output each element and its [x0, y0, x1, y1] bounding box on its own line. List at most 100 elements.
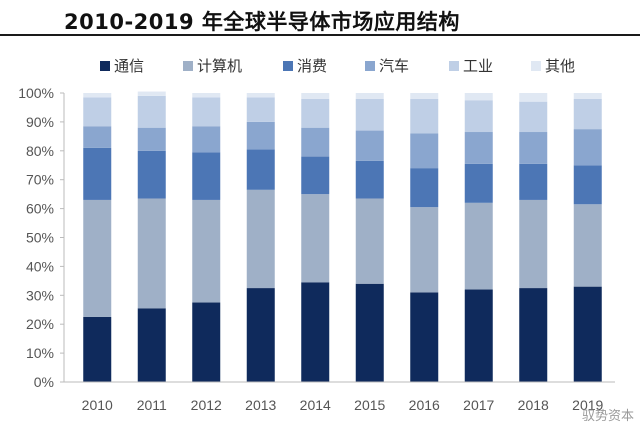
y-axis: 0% 10% 20% 30% 40% 50% 60% 70% 80% 90% 100%	[18, 85, 65, 390]
bar-segment	[246, 97, 275, 122]
legend-label: 汽车	[379, 57, 409, 75]
bar-segment	[246, 121, 275, 150]
bar-segment	[301, 156, 330, 195]
bar-segment	[410, 207, 439, 293]
bar-segment	[355, 98, 384, 131]
bar-segment	[519, 163, 548, 200]
bar-segment	[301, 194, 330, 283]
y-tick-label: 60%	[26, 201, 54, 217]
bar-segment	[355, 160, 384, 199]
bar-segment	[464, 289, 493, 382]
bar-stack	[464, 93, 493, 382]
legend-swatch	[365, 61, 375, 71]
bar-segment	[137, 127, 166, 151]
y-tick-label: 50%	[26, 230, 54, 246]
bar-segment	[246, 288, 275, 382]
y-tick-label: 10%	[26, 345, 54, 361]
bar-segment	[301, 127, 330, 157]
bar-segment	[192, 302, 221, 382]
x-tick-label: 2015	[354, 397, 385, 413]
bar-segment	[410, 133, 439, 169]
bar-segment	[464, 100, 493, 133]
bar-segment	[301, 93, 330, 99]
bar-segment	[137, 91, 166, 96]
bar-stack	[137, 91, 166, 382]
x-tick-label: 2012	[191, 397, 222, 413]
bar-segment	[83, 93, 112, 98]
bar-segment	[355, 130, 384, 161]
legend-swatch	[100, 61, 110, 71]
bar-segment	[83, 126, 112, 148]
bar-segment	[83, 147, 112, 200]
bar-segment	[355, 93, 384, 99]
bar-segment	[246, 189, 275, 289]
legend-swatch	[449, 61, 459, 71]
x-tick-label: 2013	[245, 397, 276, 413]
bar-stack	[573, 93, 602, 382]
legend-swatch	[183, 61, 193, 71]
legend-swatch	[531, 61, 541, 71]
bar-segment	[410, 292, 439, 382]
chart-legend: 通信 计算机 消费 汽车 工业 其他	[100, 57, 575, 75]
legend-label: 消费	[297, 57, 327, 75]
bar-segment	[573, 93, 602, 99]
legend-label: 计算机	[197, 57, 242, 75]
x-tick-label: 2014	[300, 397, 331, 413]
bar-segment	[464, 163, 493, 203]
legend-label: 通信	[114, 57, 144, 75]
bar-stack	[410, 93, 439, 382]
bar-segment	[464, 93, 493, 101]
bar-segment	[301, 98, 330, 128]
x-tick-label: 2011	[137, 397, 167, 413]
watermark-text: 驭势资本	[581, 409, 634, 424]
legend-label: 其他	[545, 57, 575, 75]
bars	[83, 91, 602, 382]
bar-segment	[192, 97, 221, 127]
bar-stack	[246, 93, 275, 382]
bar-segment	[83, 199, 112, 317]
y-tick-label: 100%	[18, 85, 54, 101]
y-tick-label: 30%	[26, 287, 54, 303]
y-tick-label: 20%	[26, 316, 54, 332]
bar-segment	[355, 198, 384, 284]
bar-segment	[519, 132, 548, 164]
bar-segment	[137, 198, 166, 309]
bar-segment	[137, 95, 166, 128]
bar-segment	[464, 202, 493, 290]
legend-swatch	[283, 61, 293, 71]
x-tick-label: 2016	[409, 397, 440, 413]
bar-segment	[246, 149, 275, 190]
title-divider	[0, 34, 640, 36]
bar-stack	[301, 93, 330, 382]
bar-stack	[83, 93, 112, 382]
bar-segment	[519, 93, 548, 102]
x-axis: 2010 2011 2012 2013 2014 2015 2016 2017 2018 2019	[64, 381, 615, 413]
x-tick-label: 2010	[82, 397, 113, 413]
bar-segment	[246, 93, 275, 98]
bar-segment	[519, 199, 548, 289]
bar-segment	[410, 168, 439, 208]
bar-segment	[410, 93, 439, 99]
y-tick-label: 70%	[26, 172, 54, 188]
bar-segment	[192, 199, 221, 303]
bar-segment	[83, 97, 112, 127]
y-tick-label: 90%	[26, 114, 54, 130]
bar-stack	[519, 93, 548, 382]
bar-segment	[83, 316, 112, 382]
bar-segment	[573, 204, 602, 287]
bar-segment	[573, 98, 602, 130]
x-tick-label: 2017	[463, 397, 494, 413]
chart-title: 2010-2019 年全球半导体市场应用结构	[64, 10, 460, 34]
legend-label: 工业	[463, 57, 493, 75]
bar-segment	[301, 282, 330, 382]
bar-segment	[137, 150, 166, 199]
bar-segment	[410, 98, 439, 134]
x-tick-label: 2019	[572, 397, 603, 413]
bar-stack	[355, 93, 384, 382]
bar-segment	[355, 283, 384, 382]
x-tick-label: 2018	[518, 397, 549, 413]
bar-segment	[573, 286, 602, 382]
y-tick-label: 40%	[26, 258, 54, 274]
bar-segment	[192, 152, 221, 200]
